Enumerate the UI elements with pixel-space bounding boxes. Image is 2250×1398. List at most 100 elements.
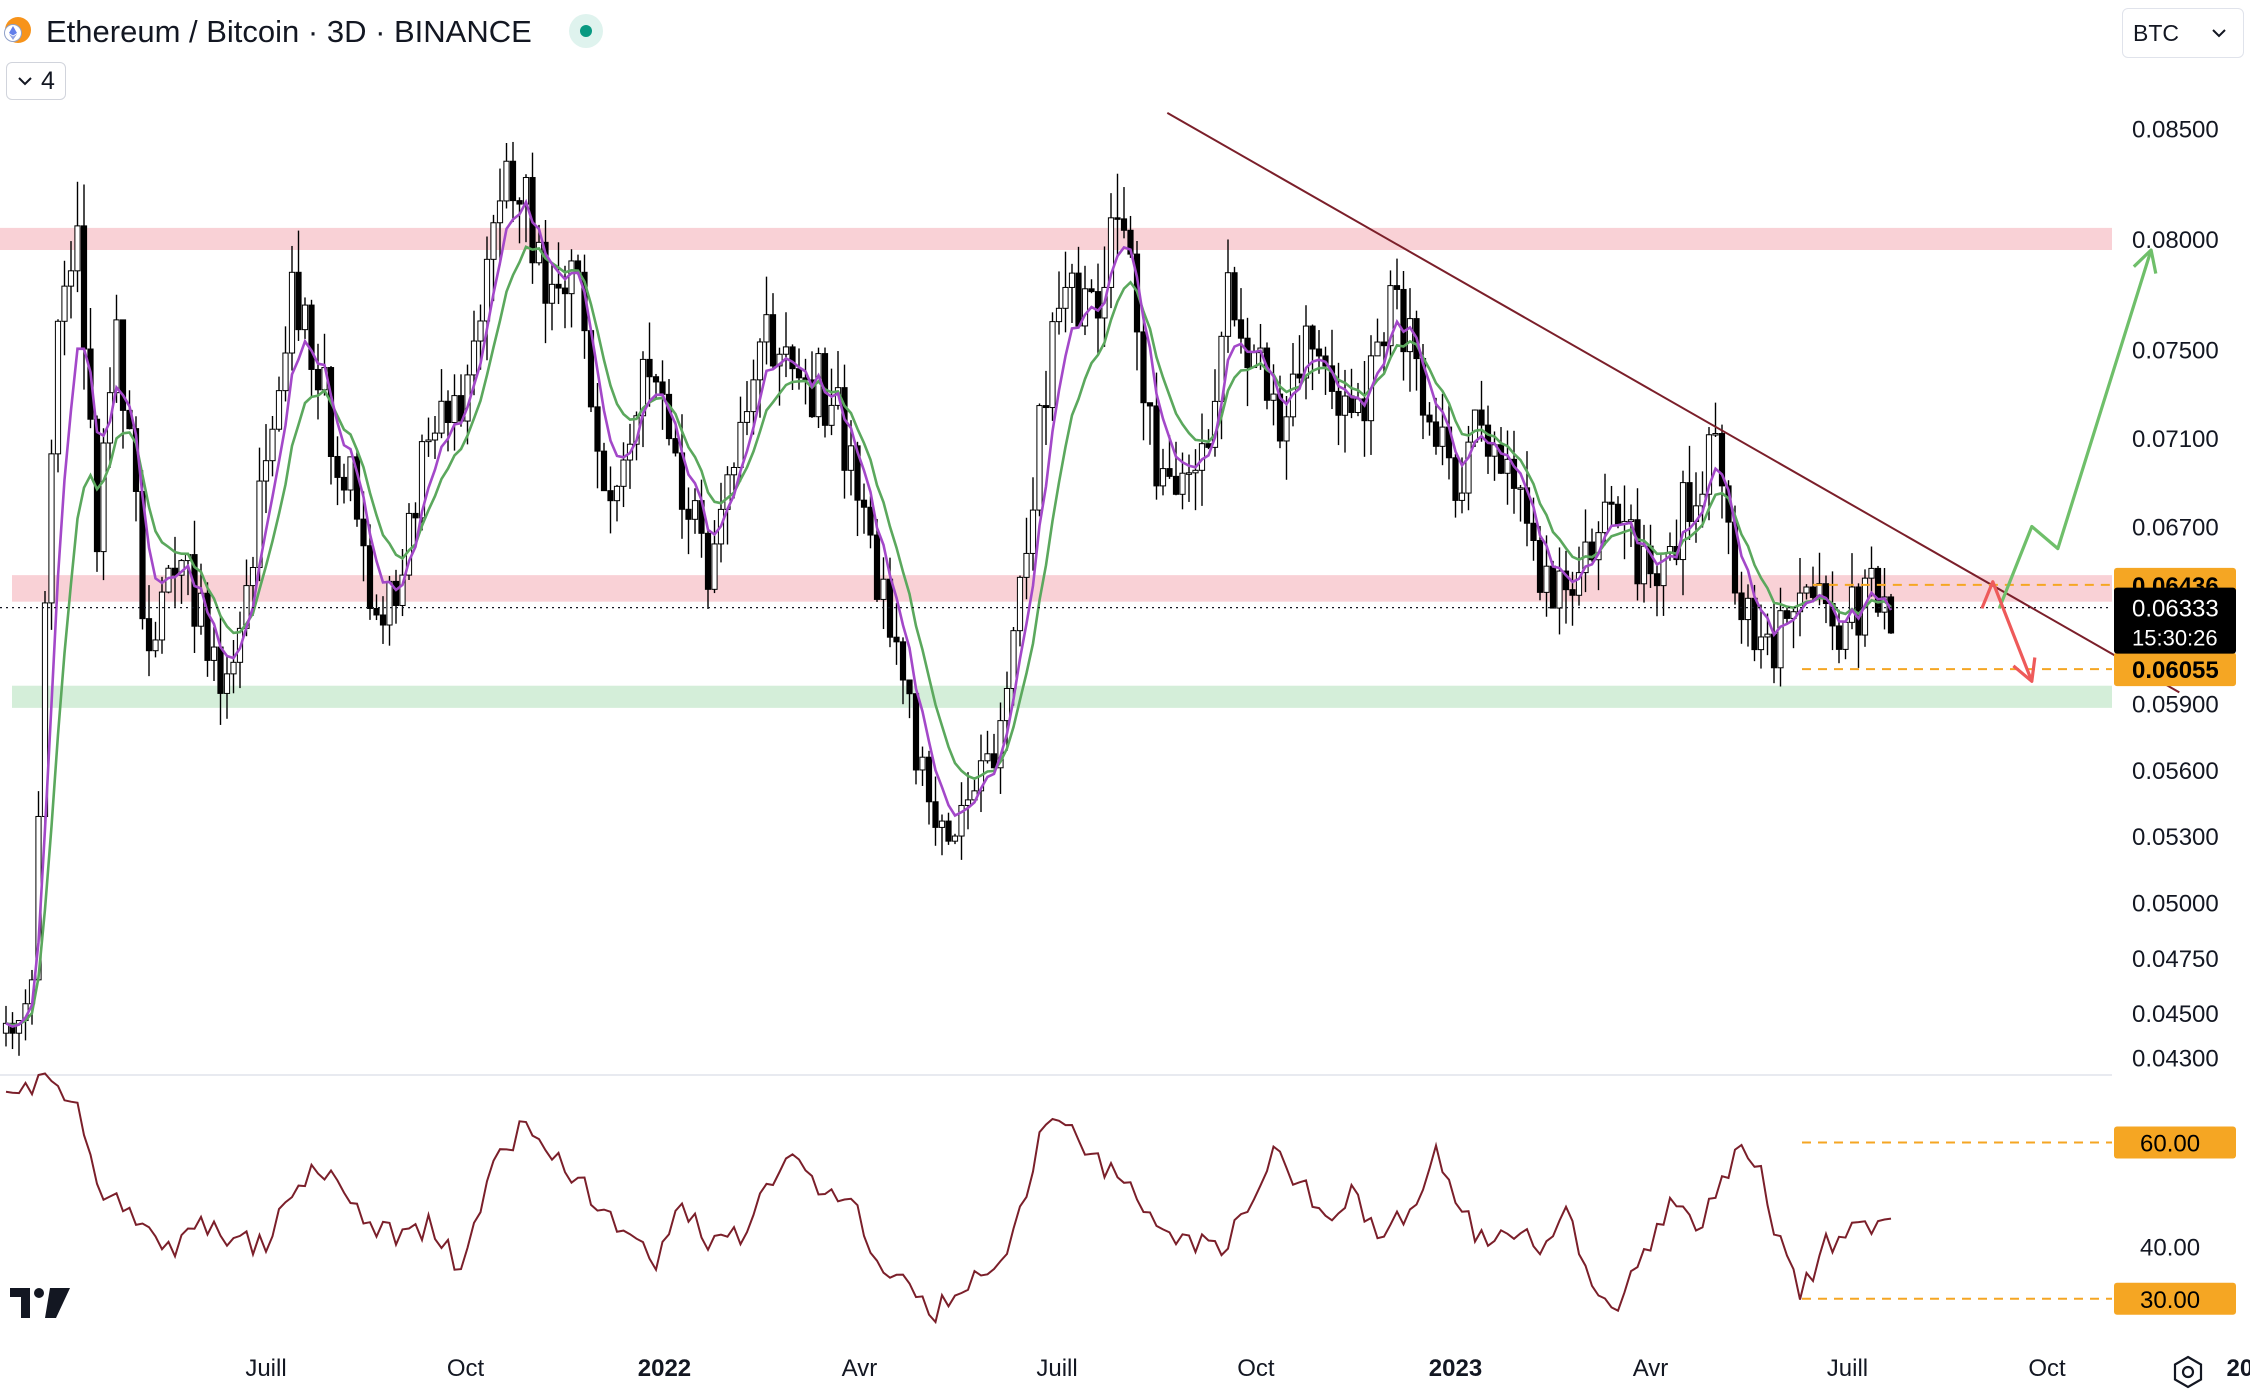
- candle[interactable]: [561, 265, 569, 329]
- candle[interactable]: [548, 264, 556, 331]
- candle[interactable]: [912, 693, 920, 785]
- candle[interactable]: [1718, 424, 1726, 519]
- candle[interactable]: [1757, 604, 1765, 669]
- candle[interactable]: [1562, 550, 1570, 624]
- rsi-axis[interactable]: 40.00 60.00 30.00: [2114, 1126, 2236, 1315]
- candle[interactable]: [54, 319, 62, 473]
- candle[interactable]: [1439, 393, 1446, 466]
- candle[interactable]: [1114, 173, 1121, 255]
- candle[interactable]: [899, 637, 907, 705]
- candle[interactable]: [288, 245, 296, 371]
- candle[interactable]: [412, 502, 419, 543]
- candle[interactable]: [1192, 449, 1199, 511]
- candle[interactable]: [223, 655, 231, 719]
- bullish-scenario-arrow[interactable]: [1997, 248, 2158, 609]
- candle[interactable]: [743, 381, 751, 436]
- candle[interactable]: [308, 299, 315, 397]
- candle[interactable]: [893, 603, 900, 665]
- candle[interactable]: [1432, 397, 1440, 455]
- candle[interactable]: [1686, 445, 1693, 540]
- candle[interactable]: [613, 484, 621, 522]
- candle[interactable]: [1497, 427, 1505, 475]
- candle[interactable]: [438, 369, 445, 439]
- candle[interactable]: [210, 627, 218, 682]
- candle[interactable]: [295, 230, 302, 341]
- candle[interactable]: [594, 382, 601, 489]
- candle[interactable]: [1601, 473, 1609, 546]
- candle[interactable]: [938, 814, 946, 856]
- candle[interactable]: [880, 557, 887, 630]
- candle[interactable]: [1744, 584, 1752, 647]
- candle[interactable]: [1887, 593, 1895, 634]
- candle[interactable]: [1049, 312, 1056, 421]
- symbol-title[interactable]: Ethereum / Bitcoin · 3D · BINANCE: [46, 14, 532, 49]
- candle[interactable]: [1517, 484, 1524, 522]
- candle[interactable]: [1400, 271, 1407, 381]
- tradingview-logo[interactable]: [10, 1286, 72, 1320]
- candle[interactable]: [1803, 584, 1810, 600]
- candle[interactable]: [451, 374, 458, 451]
- candle[interactable]: [1705, 427, 1713, 521]
- candle[interactable]: [1120, 187, 1128, 239]
- indicators-toggle-button[interactable]: 4: [6, 62, 66, 100]
- candle[interactable]: [158, 576, 166, 654]
- candle[interactable]: [1608, 485, 1615, 527]
- candle[interactable]: [1224, 239, 1232, 353]
- candle[interactable]: [1055, 271, 1063, 335]
- candle[interactable]: [964, 772, 972, 830]
- candle[interactable]: [1868, 546, 1875, 597]
- candle[interactable]: [405, 503, 413, 580]
- time-axis[interactable]: Juill Oct 2022 Avr Juill Oct 2023 Avr Juill Oct 20…: [245, 1355, 2250, 1382]
- candle[interactable]: [763, 276, 770, 365]
- currency-select[interactable]: BTC: [2122, 8, 2244, 58]
- candle[interactable]: [1406, 288, 1414, 392]
- candle[interactable]: [269, 415, 276, 477]
- candle[interactable]: [1159, 448, 1167, 496]
- candle[interactable]: [48, 439, 55, 630]
- candle[interactable]: [1426, 402, 1433, 436]
- candle[interactable]: [542, 219, 549, 344]
- candle[interactable]: [1166, 435, 1173, 479]
- candle[interactable]: [600, 442, 608, 492]
- candle[interactable]: [1335, 362, 1342, 446]
- candle[interactable]: [1088, 279, 1095, 294]
- candle[interactable]: [61, 260, 68, 356]
- candle[interactable]: [1023, 517, 1030, 600]
- candle[interactable]: [607, 466, 614, 534]
- candle[interactable]: [704, 528, 712, 609]
- candle[interactable]: [1393, 258, 1401, 310]
- candle[interactable]: [854, 441, 861, 537]
- candle[interactable]: [828, 368, 835, 436]
- candle[interactable]: [1172, 441, 1180, 496]
- candle[interactable]: [282, 326, 289, 402]
- candle[interactable]: [334, 436, 341, 506]
- candle[interactable]: [1107, 193, 1115, 309]
- candle[interactable]: [984, 730, 991, 764]
- candle[interactable]: [919, 746, 926, 786]
- candle[interactable]: [516, 197, 523, 244]
- candle[interactable]: [93, 415, 101, 572]
- candle[interactable]: [67, 241, 75, 319]
- candle[interactable]: [1536, 525, 1544, 601]
- candle[interactable]: [958, 782, 965, 860]
- candlestick-series[interactable]: [2, 141, 1895, 1056]
- candle[interactable]: [74, 181, 81, 293]
- candle[interactable]: [1510, 430, 1518, 514]
- candle[interactable]: [379, 596, 387, 644]
- candle[interactable]: [1874, 565, 1882, 617]
- candle[interactable]: [1783, 606, 1791, 624]
- price-axis[interactable]: 0.08500 0.08000 0.07500 0.07100 0.06700 0.059…: [2114, 116, 2236, 1072]
- candle[interactable]: [1465, 425, 1472, 511]
- candle[interactable]: [1263, 342, 1271, 410]
- candle[interactable]: [230, 640, 237, 694]
- candle[interactable]: [769, 293, 777, 368]
- rsi-line[interactable]: [5, 1072, 1892, 1325]
- candle[interactable]: [1068, 263, 1076, 323]
- candle[interactable]: [951, 833, 959, 845]
- candle[interactable]: [1283, 396, 1290, 480]
- descending-trendline[interactable]: [1166, 112, 2180, 694]
- candle[interactable]: [1712, 402, 1719, 437]
- candle[interactable]: [1309, 324, 1316, 391]
- candle[interactable]: [646, 322, 653, 407]
